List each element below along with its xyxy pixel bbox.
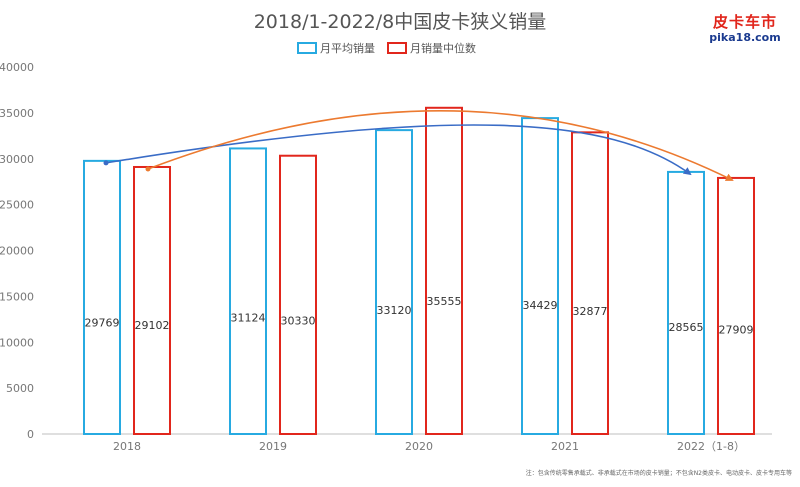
bar-avg (83, 159, 121, 436)
data-label: 29102 (135, 319, 170, 332)
legend-swatch-avg (297, 42, 317, 54)
bar-avg (375, 129, 413, 435)
legend: 月平均销量 月销量中位数 (297, 41, 476, 55)
logo-text-cn: 皮卡车市 (712, 13, 777, 31)
x-tick-label: 2020 (405, 440, 433, 453)
bar-median (425, 106, 463, 436)
y-tick-label: 20000 (0, 245, 34, 258)
y-tick-label: 5000 (6, 382, 34, 395)
trend-line-avg (105, 124, 692, 176)
y-tick-label: 35000 (0, 107, 34, 120)
data-label: 30330 (281, 314, 316, 327)
axes: 0 5000 10000 15000 20000 25000 30000 35000 40000… (0, 61, 772, 453)
site-logo: 皮卡车市 pika18.com (700, 13, 790, 45)
bar-median (717, 176, 755, 435)
y-tick-label: 25000 (0, 199, 34, 212)
x-tick-label: 2021 (551, 440, 579, 453)
legend-label-median: 月销量中位数 (410, 41, 476, 55)
trend-line-median-start-dot (145, 166, 151, 172)
trend-line-median (147, 110, 734, 181)
data-label: 29769 (85, 317, 120, 330)
bar-avg (521, 117, 559, 435)
bar-median (279, 154, 317, 435)
data-label: 27909 (719, 323, 754, 336)
data-label: 28565 (669, 321, 704, 334)
bar-median (133, 165, 171, 436)
logo-text-url: pika18.com (709, 31, 781, 44)
bars: 29769 29102 31124 30330 33120 35555 34429 32877… (83, 106, 755, 436)
data-label: 35555 (427, 295, 462, 308)
data-label: 32877 (573, 305, 608, 318)
x-tick-label: 2019 (259, 440, 287, 453)
data-label: 31124 (231, 311, 266, 324)
footnote: 注：包含传统零售承载式、非承载式在市场的皮卡销量；不包含N2类皮卡、电动皮卡、皮… (525, 470, 792, 477)
legend-label-avg: 月平均销量 (320, 41, 375, 55)
trend-line-avg-start-dot (103, 160, 109, 166)
data-label: 33120 (377, 304, 412, 317)
bar-avg (229, 147, 267, 436)
bar-median (571, 131, 609, 436)
y-tick-label: 0 (27, 428, 34, 441)
y-tick-label: 30000 (0, 153, 34, 166)
bar-avg (667, 170, 705, 435)
legend-swatch-median (387, 42, 407, 54)
chart-title: 2018/1-2022/8中国皮卡狭义销量 (254, 11, 547, 33)
x-tick-label: 2018 (113, 440, 141, 453)
y-tick-label: 40000 (0, 61, 34, 74)
x-tick-label: 2022（1-8） (677, 440, 745, 453)
trend-lines (103, 110, 734, 181)
y-tick-label: 10000 (0, 336, 34, 349)
data-label: 34429 (523, 299, 558, 312)
y-tick-label: 15000 (0, 290, 34, 303)
